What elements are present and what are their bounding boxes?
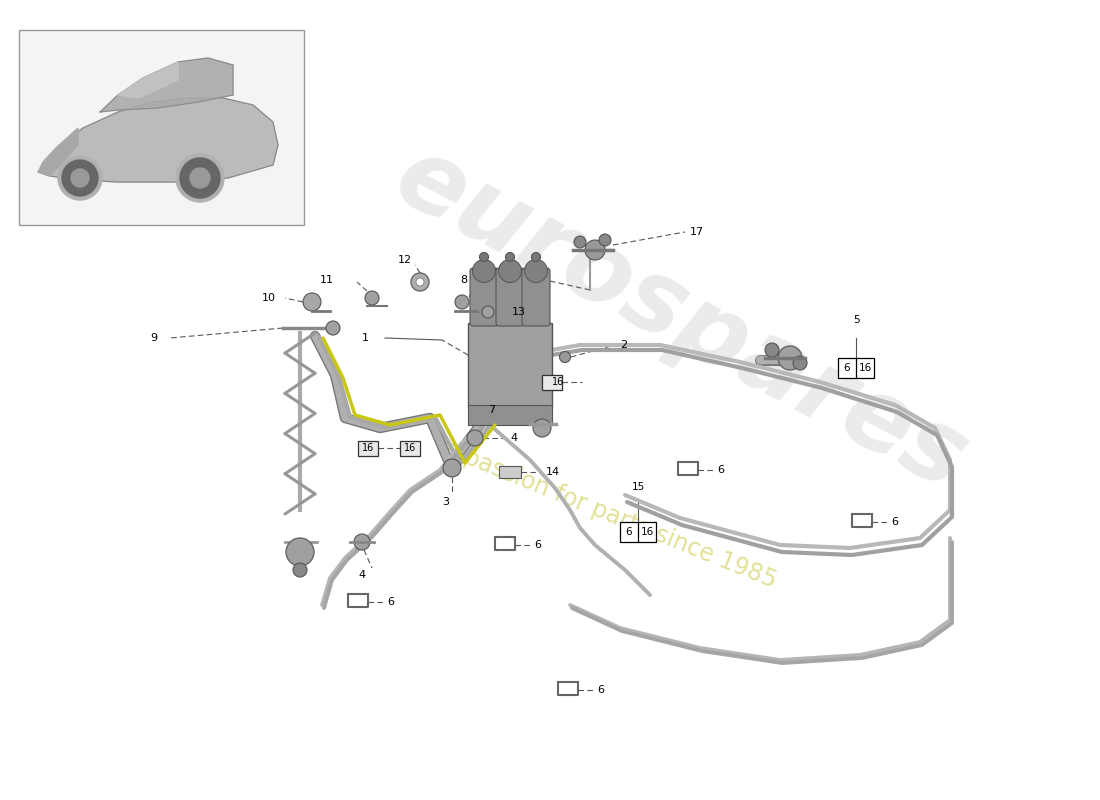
Text: 16: 16 (404, 443, 416, 453)
Circle shape (286, 538, 313, 566)
Bar (838, 358, 875, 378)
FancyBboxPatch shape (522, 268, 550, 326)
Circle shape (443, 459, 461, 477)
Circle shape (574, 236, 586, 248)
Bar (358, 441, 378, 455)
Circle shape (326, 321, 340, 335)
Text: 1: 1 (362, 333, 369, 343)
Circle shape (354, 534, 370, 550)
Text: 6: 6 (597, 685, 604, 695)
Text: 6: 6 (534, 540, 541, 550)
Text: 4: 4 (510, 433, 517, 443)
FancyBboxPatch shape (496, 268, 524, 326)
Text: 16: 16 (858, 363, 871, 373)
Text: 16: 16 (362, 443, 374, 453)
Circle shape (764, 343, 779, 357)
Circle shape (534, 419, 551, 437)
Circle shape (480, 253, 488, 262)
Circle shape (585, 240, 605, 260)
Text: 14: 14 (546, 467, 560, 477)
Circle shape (525, 259, 548, 282)
Bar (468, 405, 552, 425)
Circle shape (180, 158, 220, 198)
Circle shape (58, 156, 102, 200)
Text: 10: 10 (262, 293, 276, 303)
Text: 12: 12 (398, 255, 412, 265)
Text: 6: 6 (891, 517, 898, 527)
Text: 9: 9 (150, 333, 157, 343)
Circle shape (72, 169, 89, 187)
Circle shape (531, 253, 540, 262)
Bar (499, 466, 521, 478)
Circle shape (293, 563, 307, 577)
Bar (468, 323, 552, 407)
Text: 6: 6 (626, 527, 632, 537)
Circle shape (411, 273, 429, 291)
Text: eurospares: eurospares (378, 129, 982, 511)
Text: a passion for parts since 1985: a passion for parts since 1985 (440, 437, 780, 593)
Circle shape (176, 154, 224, 202)
Circle shape (482, 306, 494, 318)
Circle shape (365, 291, 380, 305)
Text: 3: 3 (442, 497, 449, 507)
Circle shape (473, 259, 495, 282)
Circle shape (600, 234, 610, 246)
Circle shape (468, 430, 483, 446)
Polygon shape (39, 98, 278, 182)
Text: 4: 4 (358, 570, 365, 580)
Polygon shape (39, 128, 78, 176)
Circle shape (498, 259, 521, 282)
Circle shape (302, 293, 321, 311)
Text: 6: 6 (844, 363, 850, 373)
Bar (542, 374, 562, 390)
Text: 5: 5 (852, 315, 859, 325)
Circle shape (416, 278, 424, 286)
Text: 6: 6 (387, 597, 394, 607)
Text: 6: 6 (717, 465, 724, 475)
Circle shape (190, 168, 210, 188)
Text: 16: 16 (552, 377, 564, 387)
Text: 17: 17 (690, 227, 704, 237)
Circle shape (62, 160, 98, 196)
Text: 8: 8 (460, 275, 467, 285)
Text: 13: 13 (512, 307, 526, 317)
Text: 2: 2 (620, 340, 627, 350)
Text: 16: 16 (640, 527, 653, 537)
Bar (19, 30, 304, 225)
Circle shape (455, 295, 469, 309)
Text: 11: 11 (320, 275, 334, 285)
Circle shape (778, 346, 802, 370)
Circle shape (560, 351, 571, 362)
Circle shape (506, 253, 515, 262)
Text: 7: 7 (488, 405, 495, 415)
Polygon shape (100, 58, 233, 112)
Bar (620, 522, 656, 542)
Text: 15: 15 (631, 482, 645, 492)
Bar (400, 441, 420, 455)
FancyBboxPatch shape (470, 268, 498, 326)
Polygon shape (118, 62, 178, 98)
Circle shape (793, 356, 807, 370)
Bar (542, 374, 562, 390)
